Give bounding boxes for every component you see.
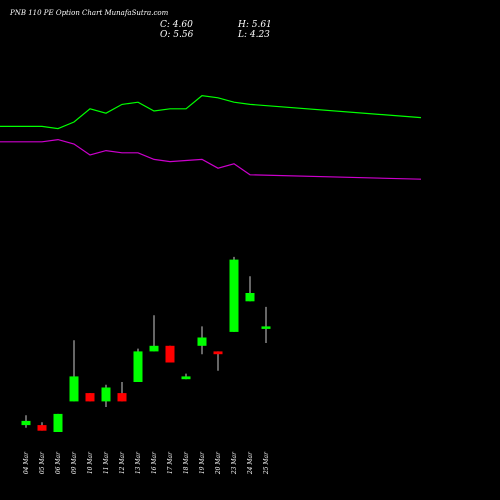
x-tick-label: 11 Mar xyxy=(103,451,110,474)
indicator-line-1 xyxy=(0,94,422,130)
candle-body xyxy=(165,345,175,363)
candle-body xyxy=(213,351,223,355)
low-value: L: 4.23 xyxy=(237,30,270,40)
chart-title: PNB 110 PE Option Chart MunafaSutra.com xyxy=(9,9,169,17)
candle-09-mar xyxy=(69,340,79,402)
x-tick-label: 25 Mar xyxy=(263,451,270,475)
x-tick-label: 18 Mar xyxy=(183,451,190,474)
indicator-line-2 xyxy=(0,138,422,180)
candle-body xyxy=(101,387,111,402)
x-tick-label: 13 Mar xyxy=(135,451,142,474)
open-value: O: 5.56 xyxy=(160,30,194,40)
x-tick-label: 04 Mar xyxy=(23,451,30,474)
candle-19-mar xyxy=(197,326,207,355)
candle-16-mar xyxy=(149,315,159,352)
x-tick-label: 16 Mar xyxy=(151,451,158,474)
candle-23-mar xyxy=(229,256,239,332)
x-tick-label: 10 Mar xyxy=(87,451,94,474)
candle-body xyxy=(181,376,191,380)
x-tick-label: 05 Mar xyxy=(39,451,46,474)
candle-body xyxy=(69,376,79,402)
x-tick-label: 24 Mar xyxy=(247,451,254,475)
x-tick-label: 09 Mar xyxy=(71,451,78,474)
candle-body xyxy=(37,425,47,431)
candle-body xyxy=(229,259,239,332)
x-tick-label: 20 Mar xyxy=(215,451,222,475)
candles xyxy=(21,256,271,432)
candle-20-mar xyxy=(213,351,223,371)
close-value: C: 4.60 xyxy=(160,20,193,30)
candle-04-mar xyxy=(21,415,31,428)
indicator-lines xyxy=(0,94,422,180)
candle-body xyxy=(197,337,207,346)
candle-06-mar xyxy=(53,413,63,432)
candle-11-mar xyxy=(101,384,111,407)
candle-24-mar xyxy=(245,276,255,302)
x-tick-label: 17 Mar xyxy=(167,451,174,474)
candle-body xyxy=(53,413,63,432)
candle-body xyxy=(149,345,159,352)
candle-13-mar xyxy=(133,348,143,382)
candle-body xyxy=(117,393,127,402)
candle-10-mar xyxy=(85,393,95,402)
x-axis-ticks: 04 Mar 05 Mar 06 Mar 09 Mar 10 Mar 11 Mar 12 M… xyxy=(23,451,270,475)
x-tick-label: 06 Mar xyxy=(55,451,62,474)
candle-25-mar xyxy=(261,306,271,343)
x-tick-label: 12 Mar xyxy=(119,451,126,474)
candle-05-mar xyxy=(37,422,47,431)
candle-body xyxy=(133,351,143,382)
candle-body xyxy=(245,293,255,302)
high-value: H: 5.61 xyxy=(237,20,272,30)
candle-12-mar xyxy=(117,382,127,402)
candle-18-mar xyxy=(181,373,191,380)
candle-17-mar xyxy=(165,345,175,363)
candle-body xyxy=(85,393,95,402)
candle-body xyxy=(261,326,271,329)
x-tick-label: 23 Mar xyxy=(231,451,238,475)
candle-body xyxy=(21,420,31,426)
x-tick-label: 19 Mar xyxy=(199,451,206,474)
